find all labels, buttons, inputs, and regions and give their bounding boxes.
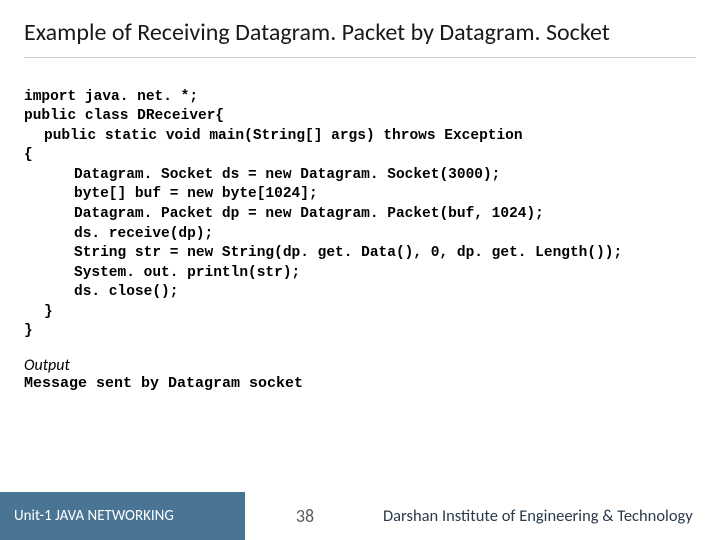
code-line: ds. close(); bbox=[24, 284, 178, 300]
code-line: byte[] buf = new byte[1024]; bbox=[24, 186, 318, 202]
code-line: String str = new String(dp. get. Data(),… bbox=[24, 245, 622, 261]
code-line: { bbox=[24, 147, 33, 163]
code-line: public class DReceiver{ bbox=[24, 108, 224, 124]
output-label: Output bbox=[24, 356, 696, 375]
footer-unit: Unit-1 JAVA NETWORKING bbox=[0, 492, 245, 540]
slide-container: Example of Receiving Datagram. Packet by… bbox=[0, 0, 720, 540]
code-line: ds. receive(dp); bbox=[24, 226, 213, 242]
footer-page: 38 bbox=[245, 505, 365, 527]
footer-org: Darshan Institute of Engineering & Techn… bbox=[365, 506, 720, 526]
code-line: } bbox=[24, 304, 53, 320]
slide-title: Example of Receiving Datagram. Packet by… bbox=[24, 18, 696, 58]
footer: Unit-1 JAVA NETWORKING 38 Darshan Instit… bbox=[0, 492, 720, 540]
code-block: import java. net. *; public class DRecei… bbox=[24, 68, 696, 342]
code-line: Datagram. Packet dp = new Datagram. Pack… bbox=[24, 206, 544, 222]
code-line: import java. net. *; bbox=[24, 89, 198, 105]
output-text: Message sent by Datagram socket bbox=[24, 375, 696, 392]
code-line: Datagram. Socket ds = new Datagram. Sock… bbox=[24, 167, 500, 183]
code-line: public static void main(String[] args) t… bbox=[24, 128, 523, 144]
code-line: } bbox=[24, 323, 33, 339]
code-line: System. out. println(str); bbox=[24, 265, 300, 281]
